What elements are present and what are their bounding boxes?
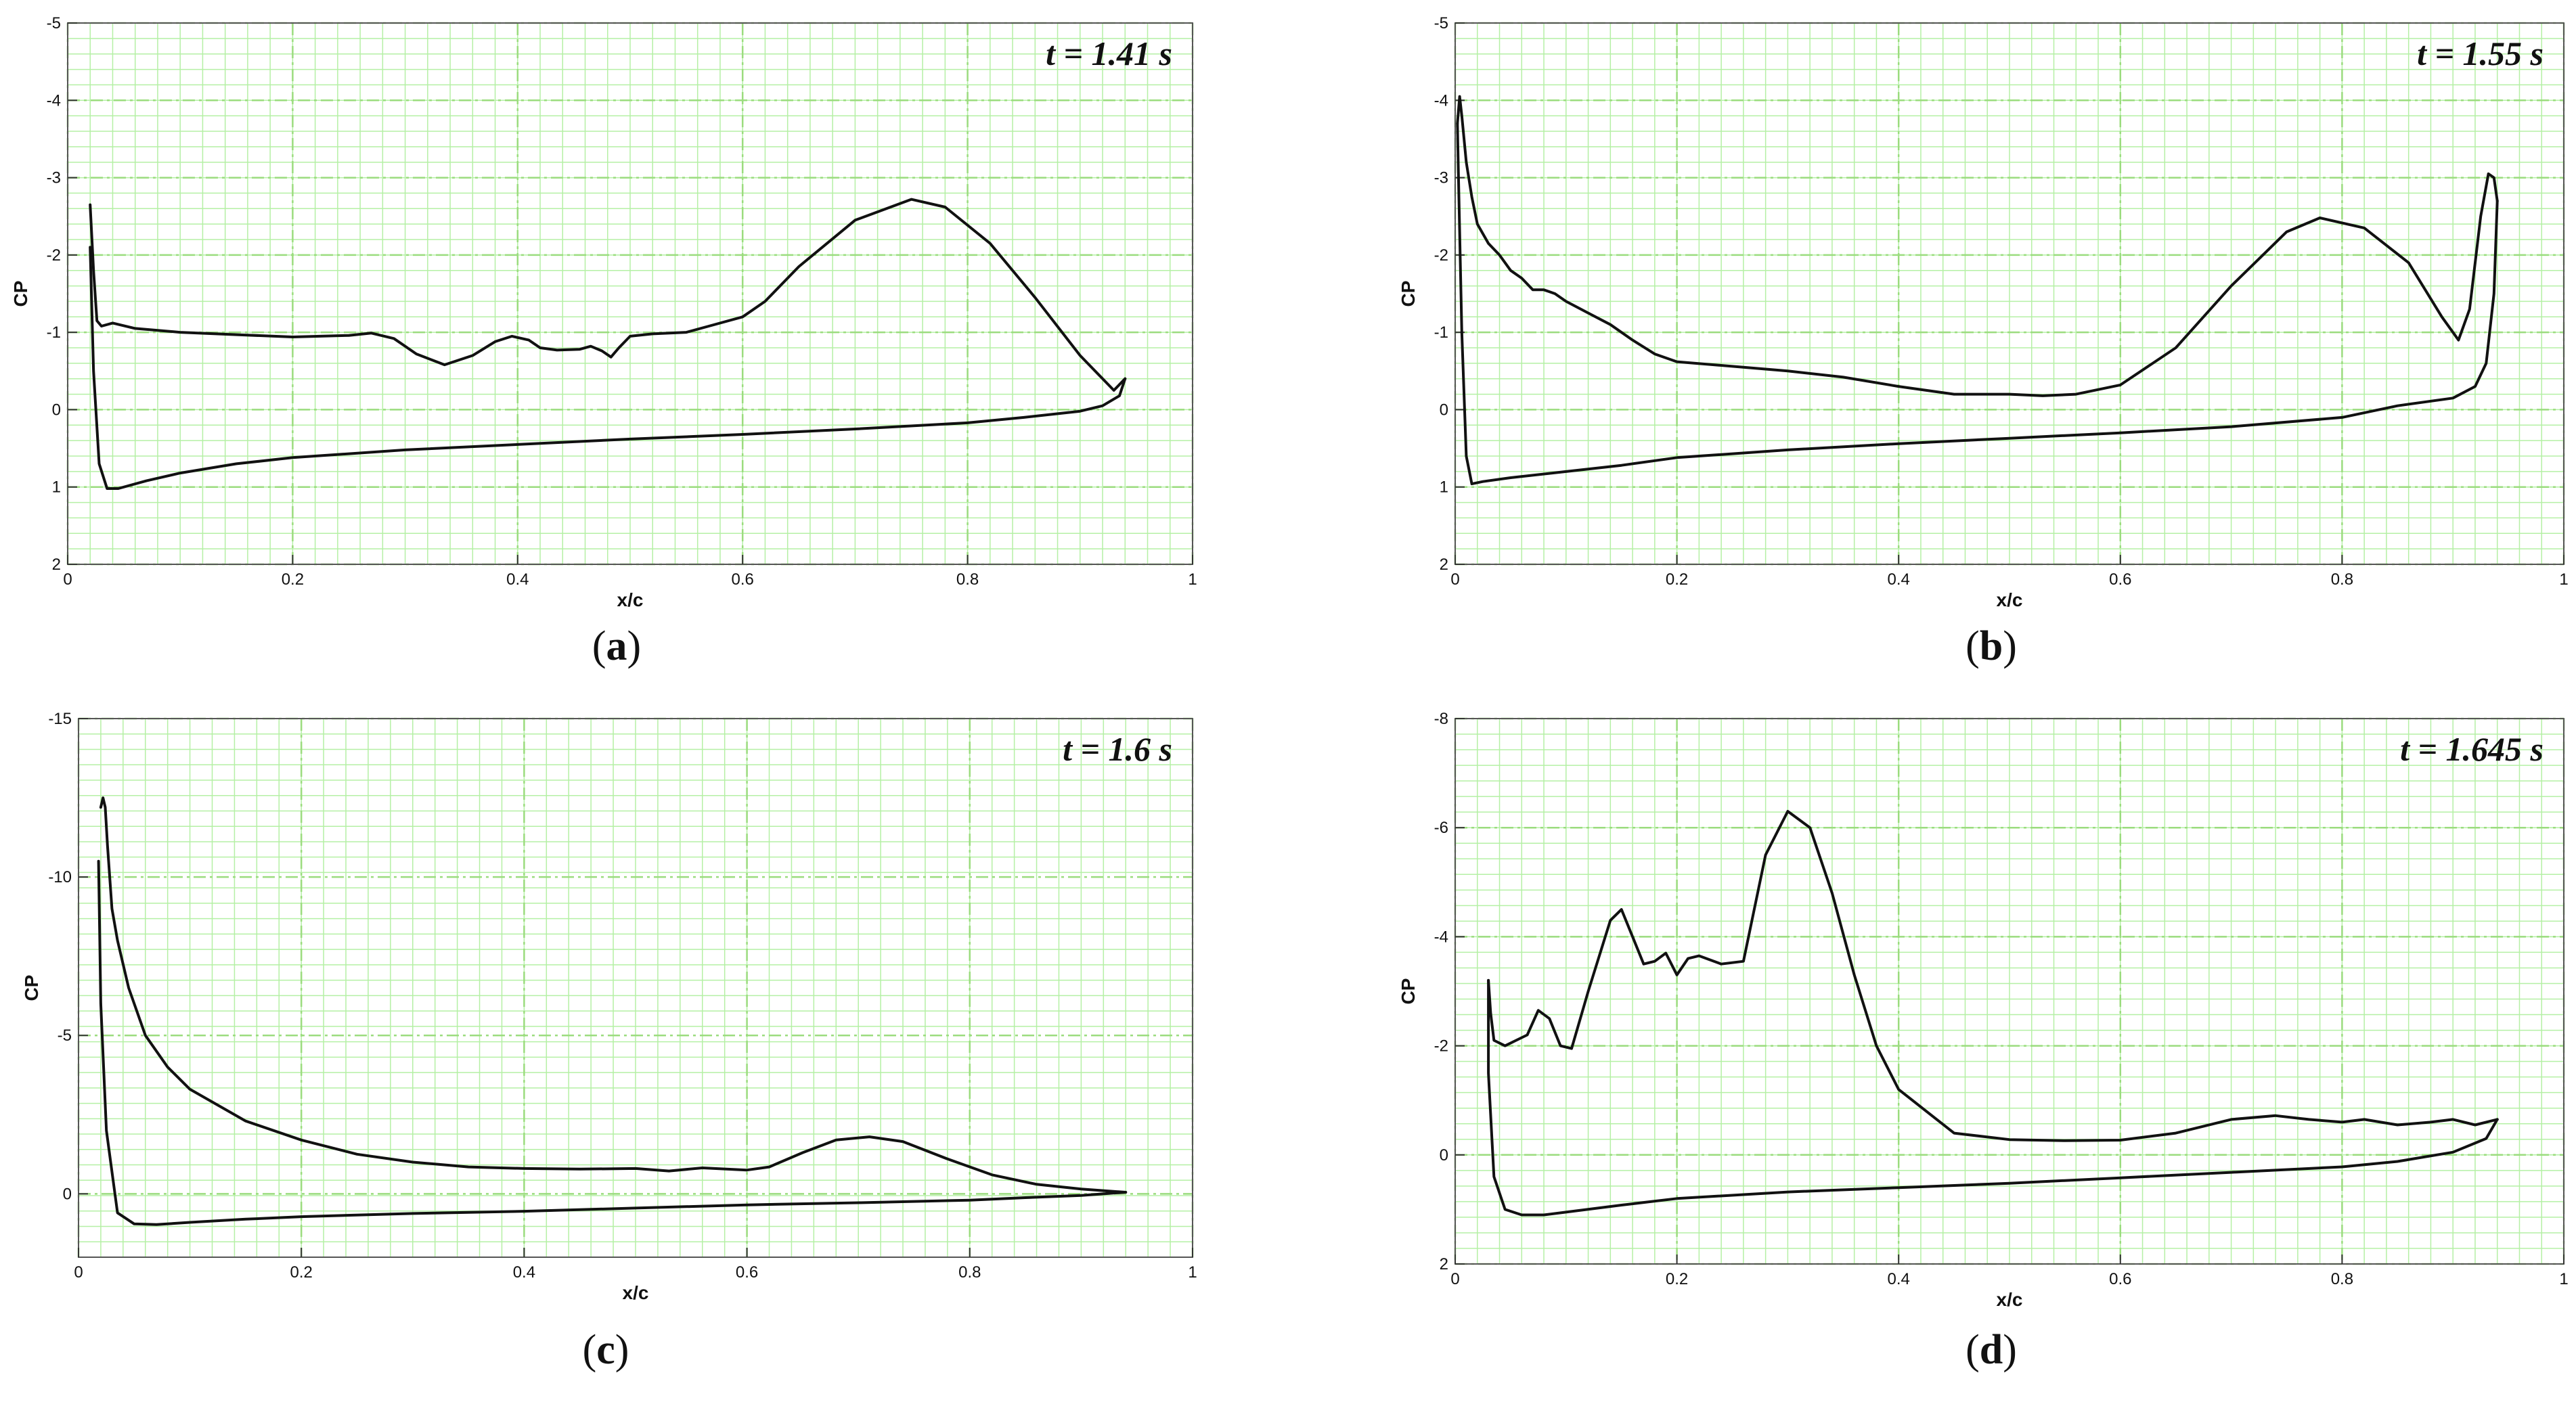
y-tick-label: -2 [1434, 1037, 1448, 1056]
panel-caption-letter: c [596, 1327, 615, 1373]
x-tick-label: 1 [2559, 1270, 2568, 1288]
x-tick-label: 0.8 [958, 1263, 981, 1282]
suction-side-curve [1487, 810, 2499, 1142]
x-tick-label: 0.8 [2331, 1270, 2353, 1288]
x-tick-label: 0.2 [1666, 570, 1688, 589]
x-tick-label: 0.4 [513, 1263, 535, 1282]
x-tick-label: 1 [2559, 570, 2568, 589]
suction-side-curve [1456, 95, 2499, 397]
x-tick-label: 0.6 [732, 570, 754, 589]
x-tick-label: 0.8 [2331, 570, 2353, 589]
panel-caption: (c) [583, 1327, 629, 1373]
grid [66, 22, 1194, 566]
panel-a: 0 0.2 0.4 0.6 0.8 1 -5 -4 -3 -2 -1 0 1 2 x/c CP t = 1.41… [10, 14, 1197, 669]
y-tick-label: -2 [1434, 246, 1448, 265]
x-axis-label: x/c [1997, 1289, 2023, 1310]
y-tick-label: -6 [1434, 819, 1448, 837]
time-annotation: t = 1.6 s [1063, 730, 1172, 768]
x-tick-label: 0 [63, 570, 72, 589]
y-tick-label: -15 [48, 710, 72, 728]
y-tick-label: -5 [58, 1026, 72, 1045]
plot-frame [1454, 718, 2564, 1265]
y-tick-label: 0 [52, 401, 61, 419]
panel-caption-letter: d [1980, 1327, 2003, 1373]
y-tick-label: -4 [1434, 928, 1448, 946]
y-tick-label: -4 [1434, 91, 1448, 110]
plot-frame [1454, 22, 2564, 565]
y-axis-label: CP [10, 281, 31, 307]
x-tick-label: 0.4 [1888, 1270, 1910, 1288]
y-axis-label: CP [1398, 978, 1419, 1005]
y-tick-label: -3 [1434, 169, 1448, 187]
suction-side-curve [89, 198, 1127, 392]
y-tick-label: 0 [1440, 401, 1448, 419]
x-tick-label: 1 [1188, 1263, 1197, 1282]
grid [77, 717, 1194, 1258]
y-tick-label: -1 [47, 323, 61, 342]
x-tick-label: 0 [1450, 1270, 1459, 1288]
x-tick-label: 0 [74, 1263, 83, 1282]
pressure-side-curve [97, 859, 1128, 1226]
time-annotation: t = 1.645 s [2400, 730, 2544, 768]
pressure-side-curve [1456, 122, 2499, 486]
panel-caption: (d) [1966, 1327, 2017, 1373]
x-axis-label: x/c [623, 1282, 649, 1303]
x-tick-label: 0.4 [506, 570, 529, 589]
plot-frame [67, 22, 1193, 565]
x-tick-label: 0.4 [1888, 570, 1910, 589]
panel-caption-letter: b [1980, 623, 2003, 669]
x-tick-label: 0.2 [1666, 1270, 1688, 1288]
grid [1454, 717, 2565, 1265]
y-tick-label: -4 [47, 91, 61, 110]
y-tick-label: -5 [1434, 14, 1448, 32]
time-annotation: t = 1.55 s [2417, 35, 2544, 72]
panel-b: 0 0.2 0.4 0.6 0.8 1 -5 -4 -3 -2 -1 0 1 2 x/c CP t = 1.55… [1398, 14, 2569, 669]
y-axis-label: CP [21, 975, 42, 1001]
x-tick-label: 0 [1450, 570, 1459, 589]
panel-c: 0 0.2 0.4 0.6 0.8 1 -15 -10 -5 0 x/c CP t = 1.6 s (c) [21, 710, 1197, 1373]
x-axis-label: x/c [1997, 589, 2023, 610]
y-tick-label: 0 [1440, 1146, 1448, 1164]
y-axis-label: CP [1398, 281, 1419, 307]
y-tick-label: 2 [1440, 556, 1448, 574]
time-annotation: t = 1.41 s [1046, 35, 1172, 72]
y-tick-label: -5 [47, 14, 61, 32]
plot-frame [78, 718, 1193, 1258]
y-tick-label: -2 [47, 246, 61, 265]
x-tick-label: 0.2 [290, 1263, 313, 1282]
y-tick-label: -10 [48, 868, 72, 886]
y-tick-label: 1 [1440, 478, 1448, 497]
pressure-side-curve [89, 246, 1127, 490]
y-tick-label: -8 [1434, 710, 1448, 728]
panel-caption: (a) [592, 623, 641, 669]
y-tick-label: 0 [63, 1185, 72, 1203]
y-tick-label: 2 [52, 556, 61, 574]
x-tick-label: 0.6 [736, 1263, 758, 1282]
suction-side-curve [99, 796, 1128, 1194]
panel-caption-letter: a [606, 623, 627, 669]
x-axis-label: x/c [617, 589, 644, 610]
y-tick-label: 1 [52, 478, 61, 497]
y-tick-label: -1 [1434, 323, 1448, 342]
y-tick-label: 2 [1440, 1255, 1448, 1273]
x-tick-label: 1 [1188, 570, 1197, 589]
pressure-side-curve [1487, 978, 2499, 1217]
x-tick-label: 0.6 [2109, 1270, 2131, 1288]
x-tick-label: 0.6 [2109, 570, 2131, 589]
x-tick-label: 0.8 [956, 570, 979, 589]
y-tick-label: -3 [47, 169, 61, 187]
grid [1454, 22, 2565, 566]
panel-caption: (b) [1966, 623, 2017, 669]
x-tick-label: 0.2 [282, 570, 304, 589]
